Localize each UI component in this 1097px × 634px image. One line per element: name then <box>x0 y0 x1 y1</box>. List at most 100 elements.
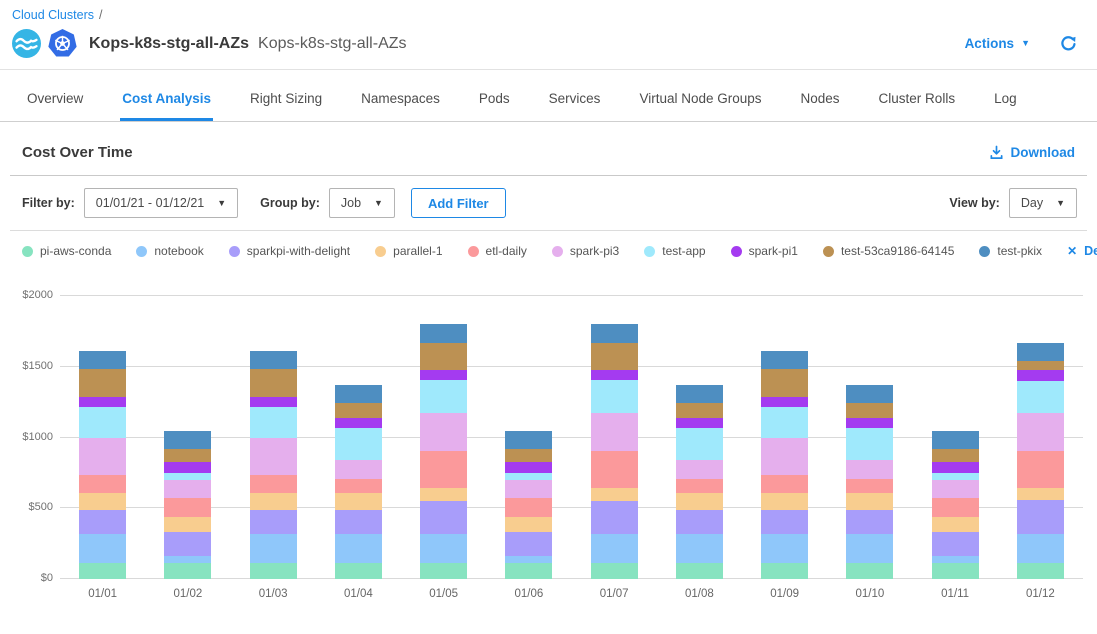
bar-segment-parallel-1[interactable] <box>164 517 211 532</box>
tab-virtual-node-groups[interactable]: Virtual Node Groups <box>637 70 763 121</box>
bar-segment-etl-daily[interactable] <box>591 451 638 488</box>
bar-segment-test-pkix[interactable] <box>761 351 808 369</box>
bar-segment-spark-pi3[interactable] <box>164 480 211 498</box>
tab-pods[interactable]: Pods <box>477 70 512 121</box>
bar-segment-pi-aws-conda[interactable] <box>79 563 126 579</box>
bar-segment-parallel-1[interactable] <box>932 517 979 532</box>
bar-segment-sparkpi-with-delight[interactable] <box>761 510 808 535</box>
bar-segment-spark-pi1[interactable] <box>1017 370 1064 381</box>
bar-segment-parallel-1[interactable] <box>79 493 126 509</box>
bar-segment-parallel-1[interactable] <box>335 493 382 509</box>
tab-overview[interactable]: Overview <box>25 70 85 121</box>
bar-segment-test-53ca9186-64145[interactable] <box>846 403 893 418</box>
refresh-icon[interactable] <box>1060 35 1077 52</box>
bar-segment-spark-pi1[interactable] <box>932 462 979 473</box>
bar-segment-notebook[interactable] <box>676 534 723 562</box>
bar-segment-spark-pi3[interactable] <box>846 460 893 478</box>
bar-segment-spark-pi3[interactable] <box>761 438 808 475</box>
group-by-select[interactable]: Job ▼ <box>329 188 395 218</box>
date-range-select[interactable]: 01/01/21 - 01/12/21 ▼ <box>84 188 238 218</box>
bar-segment-sparkpi-with-delight[interactable] <box>932 532 979 557</box>
bar-segment-sparkpi-with-delight[interactable] <box>591 501 638 534</box>
bar-segment-spark-pi3[interactable] <box>335 460 382 478</box>
bar-segment-pi-aws-conda[interactable] <box>591 563 638 579</box>
legend-item-test-53ca9186-64145[interactable]: test-53ca9186-64145 <box>823 244 954 258</box>
bar-segment-test-app[interactable] <box>420 380 467 413</box>
bar-segment-etl-daily[interactable] <box>79 475 126 493</box>
bar-segment-spark-pi3[interactable] <box>79 438 126 475</box>
breadcrumb-link[interactable]: Cloud Clusters <box>12 8 94 22</box>
bar-segment-test-app[interactable] <box>761 407 808 437</box>
bar-segment-test-pkix[interactable] <box>591 324 638 342</box>
bar-01-10[interactable] <box>846 385 893 579</box>
bar-segment-parallel-1[interactable] <box>591 488 638 501</box>
bar-segment-test-pkix[interactable] <box>250 351 297 369</box>
tab-namespaces[interactable]: Namespaces <box>359 70 442 121</box>
bar-segment-test-53ca9186-64145[interactable] <box>420 343 467 370</box>
bar-segment-pi-aws-conda[interactable] <box>676 563 723 579</box>
bar-segment-etl-daily[interactable] <box>761 475 808 493</box>
bar-segment-etl-daily[interactable] <box>1017 451 1064 488</box>
legend-item-test-pkix[interactable]: test-pkix <box>979 244 1042 258</box>
bar-segment-spark-pi3[interactable] <box>505 480 552 498</box>
bar-01-07[interactable] <box>591 324 638 579</box>
bar-segment-spark-pi1[interactable] <box>761 397 808 407</box>
bar-segment-test-app[interactable] <box>591 380 638 413</box>
bar-segment-notebook[interactable] <box>420 534 467 562</box>
bar-01-05[interactable] <box>420 324 467 579</box>
bar-segment-test-pkix[interactable] <box>79 351 126 369</box>
bar-segment-test-pkix[interactable] <box>335 385 382 403</box>
deselect-all-button[interactable]: ✕Deselect All <box>1067 244 1097 258</box>
bar-01-02[interactable] <box>164 431 211 580</box>
bar-segment-etl-daily[interactable] <box>420 451 467 488</box>
bar-segment-pi-aws-conda[interactable] <box>846 563 893 579</box>
bar-segment-pi-aws-conda[interactable] <box>505 563 552 579</box>
bar-segment-test-pkix[interactable] <box>846 385 893 403</box>
bar-segment-test-53ca9186-64145[interactable] <box>676 403 723 418</box>
tab-log[interactable]: Log <box>992 70 1019 121</box>
bar-segment-test-53ca9186-64145[interactable] <box>335 403 382 418</box>
tab-nodes[interactable]: Nodes <box>799 70 842 121</box>
bar-segment-notebook[interactable] <box>591 534 638 562</box>
bar-segment-spark-pi3[interactable] <box>250 438 297 475</box>
bar-segment-test-app[interactable] <box>676 428 723 461</box>
bar-01-08[interactable] <box>676 385 723 579</box>
legend-item-sparkpi-with-delight[interactable]: sparkpi-with-delight <box>229 244 350 258</box>
bar-segment-parallel-1[interactable] <box>505 517 552 532</box>
bar-segment-sparkpi-with-delight[interactable] <box>676 510 723 535</box>
bar-01-12[interactable] <box>1017 343 1064 579</box>
bar-segment-parallel-1[interactable] <box>420 488 467 501</box>
bar-segment-test-pkix[interactable] <box>505 431 552 449</box>
bar-segment-pi-aws-conda[interactable] <box>420 563 467 579</box>
bar-segment-spark-pi3[interactable] <box>591 413 638 451</box>
bar-segment-sparkpi-with-delight[interactable] <box>505 532 552 557</box>
legend-item-pi-aws-conda[interactable]: pi-aws-conda <box>22 244 111 258</box>
bar-segment-pi-aws-conda[interactable] <box>250 563 297 579</box>
bar-01-03[interactable] <box>250 351 297 579</box>
bar-segment-spark-pi1[interactable] <box>79 397 126 407</box>
tab-cost-analysis[interactable]: Cost Analysis <box>120 70 213 121</box>
bar-segment-parallel-1[interactable] <box>250 493 297 509</box>
legend-item-etl-daily[interactable]: etl-daily <box>468 244 527 258</box>
bar-01-04[interactable] <box>335 385 382 579</box>
bar-segment-parallel-1[interactable] <box>1017 488 1064 501</box>
bar-segment-test-53ca9186-64145[interactable] <box>79 369 126 397</box>
bar-segment-test-pkix[interactable] <box>420 324 467 342</box>
bar-01-01[interactable] <box>79 351 126 579</box>
bar-segment-test-app[interactable] <box>505 473 552 480</box>
bar-segment-test-pkix[interactable] <box>932 431 979 449</box>
bar-segment-test-app[interactable] <box>335 428 382 461</box>
bar-segment-notebook[interactable] <box>335 534 382 562</box>
bar-segment-notebook[interactable] <box>79 534 126 562</box>
bar-segment-pi-aws-conda[interactable] <box>761 563 808 579</box>
bar-segment-sparkpi-with-delight[interactable] <box>250 510 297 535</box>
bar-segment-etl-daily[interactable] <box>676 479 723 494</box>
bar-segment-pi-aws-conda[interactable] <box>335 563 382 579</box>
tab-cluster-rolls[interactable]: Cluster Rolls <box>877 70 958 121</box>
add-filter-button[interactable]: Add Filter <box>411 188 506 218</box>
bar-segment-test-53ca9186-64145[interactable] <box>932 449 979 462</box>
bar-segment-test-53ca9186-64145[interactable] <box>250 369 297 397</box>
bar-segment-sparkpi-with-delight[interactable] <box>79 510 126 535</box>
tab-services[interactable]: Services <box>547 70 603 121</box>
bar-segment-test-pkix[interactable] <box>1017 343 1064 361</box>
